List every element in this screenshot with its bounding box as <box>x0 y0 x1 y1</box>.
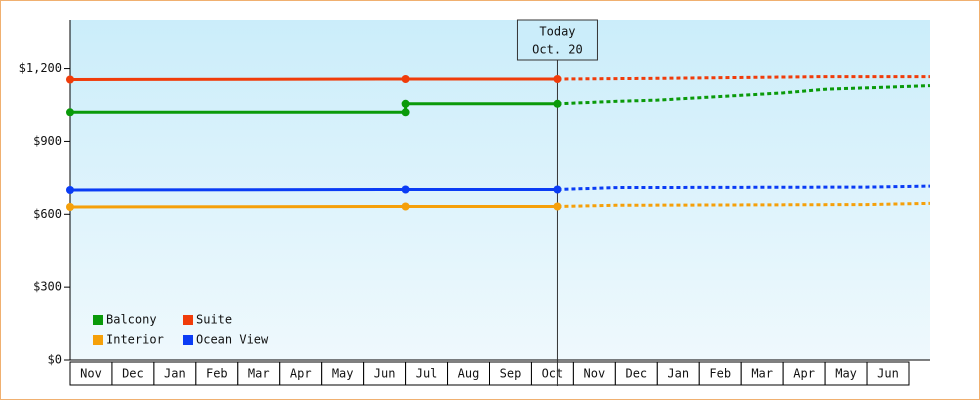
x-tick-label: Jan <box>164 367 186 381</box>
legend-label: Interior <box>106 333 164 347</box>
y-tick-label: $900 <box>33 134 62 148</box>
x-tick-label: Feb <box>206 367 228 381</box>
x-tick-label: Jul <box>416 367 438 381</box>
price-point <box>553 75 561 83</box>
x-tick-label: Apr <box>793 367 815 381</box>
legend-label: Balcony <box>106 313 157 327</box>
x-tick-label: Nov <box>80 367 102 381</box>
legend-swatch <box>93 335 103 345</box>
price-point <box>553 203 561 211</box>
x-tick-label: Aug <box>458 367 480 381</box>
x-tick-label: Dec <box>122 367 144 381</box>
legend-swatch <box>183 335 193 345</box>
price-point <box>402 186 410 194</box>
price-point <box>402 100 410 108</box>
x-tick-label: Nov <box>584 367 606 381</box>
x-tick-label: Dec <box>625 367 647 381</box>
x-tick-label: Jun <box>374 367 396 381</box>
price-point <box>66 108 74 116</box>
x-tick-label: Mar <box>751 367 773 381</box>
legend-swatch <box>93 315 103 325</box>
price-point <box>66 76 74 84</box>
price-point <box>402 108 410 116</box>
legend-swatch <box>183 315 193 325</box>
price-point <box>402 203 410 211</box>
x-tick-label: Apr <box>290 367 312 381</box>
today-date: Oct. 20 <box>532 43 583 57</box>
x-tick-label: May <box>332 367 354 381</box>
x-tick-label: May <box>835 367 857 381</box>
x-tick-label: Feb <box>709 367 731 381</box>
x-tick-label: Jun <box>877 367 899 381</box>
price-point <box>553 186 561 194</box>
y-tick-label: $300 <box>33 280 62 294</box>
x-tick-label: Jan <box>667 367 689 381</box>
price-point <box>402 75 410 83</box>
legend-label: Suite <box>196 313 232 327</box>
today-label: Today <box>539 25 575 39</box>
x-tick-label: Mar <box>248 367 270 381</box>
price-point <box>553 100 561 108</box>
price-point <box>66 203 74 211</box>
y-tick-label: $0 <box>48 353 62 367</box>
y-tick-label: $1,200 <box>19 61 62 75</box>
y-tick-label: $600 <box>33 207 62 221</box>
x-tick-label: Sep <box>500 367 522 381</box>
price-point <box>66 186 74 194</box>
legend-label: Ocean View <box>196 333 269 347</box>
x-tick-label: Oct <box>542 367 564 381</box>
